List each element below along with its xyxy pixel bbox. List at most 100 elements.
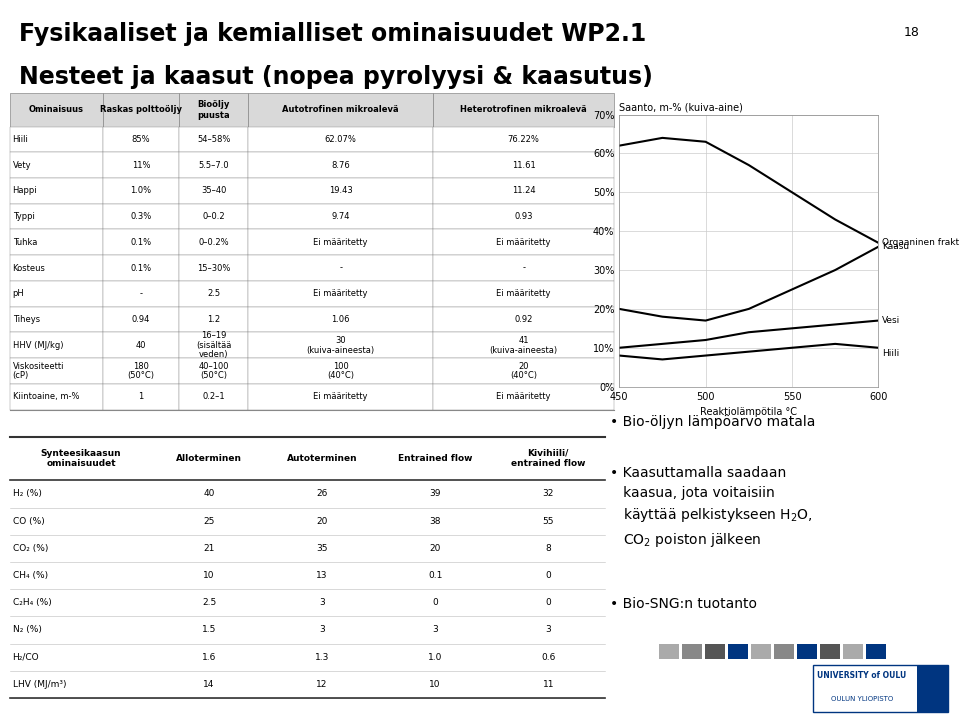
Bar <box>433 93 614 127</box>
Text: 35: 35 <box>317 544 327 553</box>
Text: 40: 40 <box>204 490 215 498</box>
Text: 8.76: 8.76 <box>331 160 350 170</box>
Text: HHV (MJ/kg): HHV (MJ/kg) <box>12 341 63 349</box>
Bar <box>249 204 433 229</box>
Text: Kiintoaine, m-%: Kiintoaine, m-% <box>12 392 79 401</box>
Bar <box>249 281 433 306</box>
Bar <box>179 204 249 229</box>
Text: Ominaisuus: Ominaisuus <box>29 105 84 115</box>
Bar <box>249 255 433 281</box>
Bar <box>843 644 863 659</box>
Bar <box>249 306 433 332</box>
Text: 0: 0 <box>545 571 551 580</box>
Text: 3: 3 <box>432 626 438 634</box>
Bar <box>433 178 614 204</box>
Text: 19.43: 19.43 <box>329 186 352 195</box>
Text: 12: 12 <box>317 680 327 689</box>
Bar <box>249 153 433 178</box>
Text: 40–100
(50°C): 40–100 (50°C) <box>199 362 229 380</box>
Bar <box>104 281 179 306</box>
Bar <box>249 127 433 153</box>
Bar <box>659 644 679 659</box>
Text: 41
(kuiva-aineesta): 41 (kuiva-aineesta) <box>490 336 558 354</box>
Bar <box>249 358 433 384</box>
Bar <box>917 664 948 712</box>
Text: 1.0%: 1.0% <box>131 186 152 195</box>
Bar <box>10 281 104 306</box>
Bar <box>10 358 104 384</box>
Text: 15–30%: 15–30% <box>197 263 230 273</box>
Bar <box>774 644 794 659</box>
Bar <box>10 306 104 332</box>
Bar <box>104 153 179 178</box>
Text: 3: 3 <box>545 626 551 634</box>
Text: Kosteus: Kosteus <box>12 263 45 273</box>
Text: Bioöljy
puusta: Bioöljy puusta <box>198 100 230 120</box>
X-axis label: Reaktiolämpötila °C: Reaktiolämpötila °C <box>700 407 798 417</box>
Bar <box>179 178 249 204</box>
Text: CH₄ (%): CH₄ (%) <box>12 571 48 580</box>
Text: Vesi: Vesi <box>882 316 900 325</box>
Text: 1: 1 <box>138 392 144 401</box>
Text: 32: 32 <box>542 490 554 498</box>
Bar <box>10 384 104 410</box>
Text: 11: 11 <box>542 680 554 689</box>
Text: Heterotrofinen mikroalevä: Heterotrofinen mikroalevä <box>460 105 588 115</box>
Bar <box>104 332 179 358</box>
Bar <box>249 229 433 255</box>
Text: 21: 21 <box>204 544 215 553</box>
Bar <box>179 281 249 306</box>
Text: 25: 25 <box>204 517 215 526</box>
Text: Ei määritetty: Ei määritetty <box>314 289 368 299</box>
Text: 8: 8 <box>545 544 551 553</box>
Bar <box>104 204 179 229</box>
Text: 40: 40 <box>136 341 146 349</box>
Text: Happi: Happi <box>12 186 37 195</box>
Bar <box>179 153 249 178</box>
Text: Ei määritetty: Ei määritetty <box>314 392 368 401</box>
Text: Ei määritetty: Ei määritetty <box>314 238 368 247</box>
Text: Autoterminen: Autoterminen <box>287 454 357 463</box>
Text: Synteesikaasun
ominaisuudet: Synteesikaasun ominaisuudet <box>40 449 121 468</box>
Text: 13: 13 <box>317 571 327 580</box>
Bar <box>179 93 249 127</box>
Bar <box>10 229 104 255</box>
Text: 10: 10 <box>429 680 441 689</box>
Text: Kivihiili/
entrained flow: Kivihiili/ entrained flow <box>511 449 586 468</box>
Text: 11%: 11% <box>132 160 151 170</box>
Text: Ei määritetty: Ei määritetty <box>496 392 551 401</box>
Text: -: - <box>522 263 525 273</box>
Text: 0.2–1: 0.2–1 <box>203 392 225 401</box>
Text: 0.93: 0.93 <box>515 212 533 221</box>
Text: 35–40: 35–40 <box>201 186 227 195</box>
Text: 39: 39 <box>429 490 441 498</box>
Bar <box>728 644 748 659</box>
Text: N₂ (%): N₂ (%) <box>12 626 41 634</box>
Text: Raskas polttoöljy: Raskas polttoöljy <box>100 105 182 115</box>
Text: pH: pH <box>12 289 24 299</box>
Text: 9.74: 9.74 <box>331 212 350 221</box>
Bar <box>433 358 614 384</box>
Text: 0.1%: 0.1% <box>131 238 152 247</box>
Text: 20: 20 <box>317 517 327 526</box>
Text: OULUN YLIOPISTO: OULUN YLIOPISTO <box>830 696 893 702</box>
Text: 55: 55 <box>542 517 554 526</box>
Text: 0.92: 0.92 <box>515 315 533 324</box>
Text: 0–0.2: 0–0.2 <box>203 212 225 221</box>
Text: 3: 3 <box>320 626 324 634</box>
Text: • Kaasuttamalla saadaan
   kaasua, jota voitaisiin
   käyttää pelkistykseen H$_2: • Kaasuttamalla saadaan kaasua, jota voi… <box>610 466 812 548</box>
Text: Tiheys: Tiheys <box>12 315 39 324</box>
Text: 5.5–7.0: 5.5–7.0 <box>199 160 229 170</box>
Bar <box>433 306 614 332</box>
Bar <box>10 178 104 204</box>
Text: 1.0: 1.0 <box>428 653 443 662</box>
Text: H₂/CO: H₂/CO <box>12 653 39 662</box>
Bar <box>104 255 179 281</box>
Text: 38: 38 <box>429 517 441 526</box>
Text: -: - <box>139 289 143 299</box>
Bar <box>705 644 725 659</box>
Text: 2.5: 2.5 <box>202 599 216 607</box>
Text: 1.5: 1.5 <box>202 626 216 634</box>
Bar <box>104 358 179 384</box>
Bar <box>433 332 614 358</box>
